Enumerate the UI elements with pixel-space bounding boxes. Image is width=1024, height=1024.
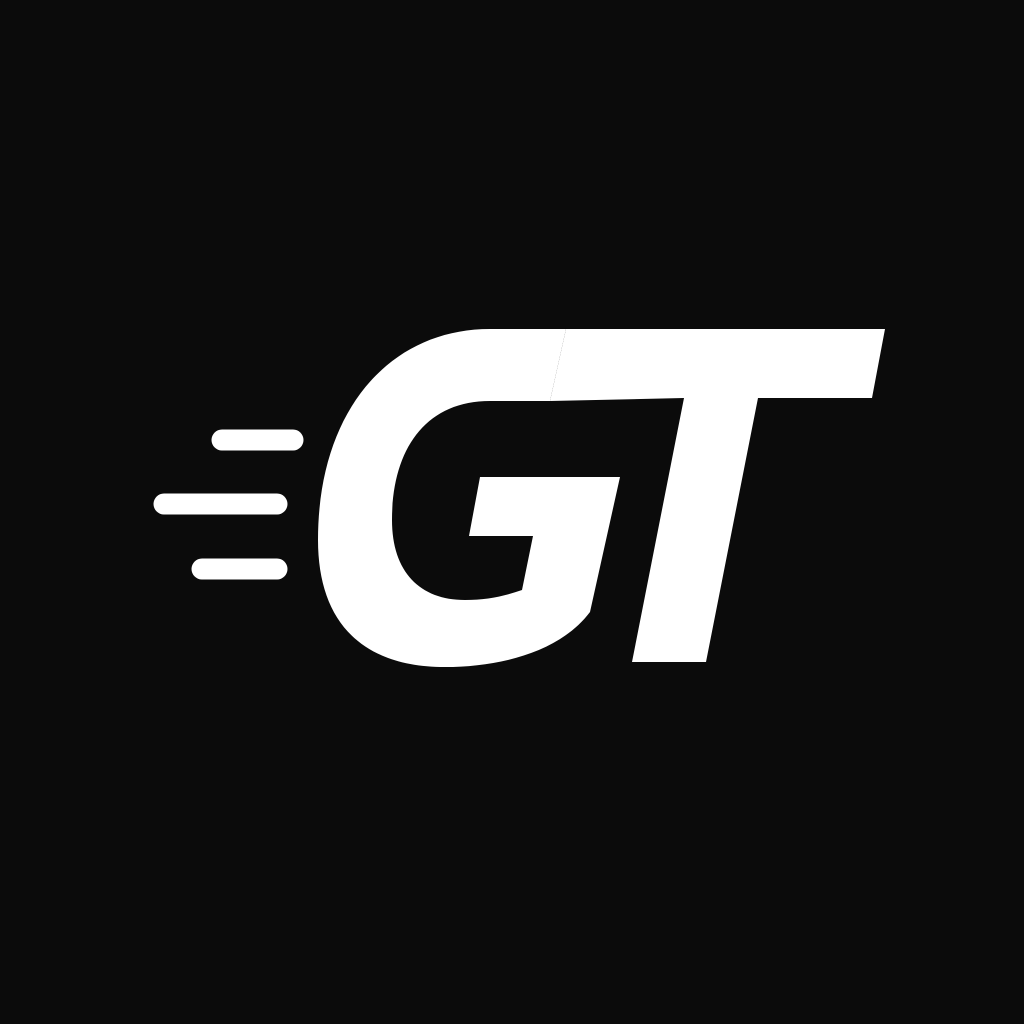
letter-g-glyph bbox=[318, 329, 620, 667]
letter-t-glyph bbox=[550, 329, 885, 662]
speed-lines-icon bbox=[153, 429, 304, 580]
